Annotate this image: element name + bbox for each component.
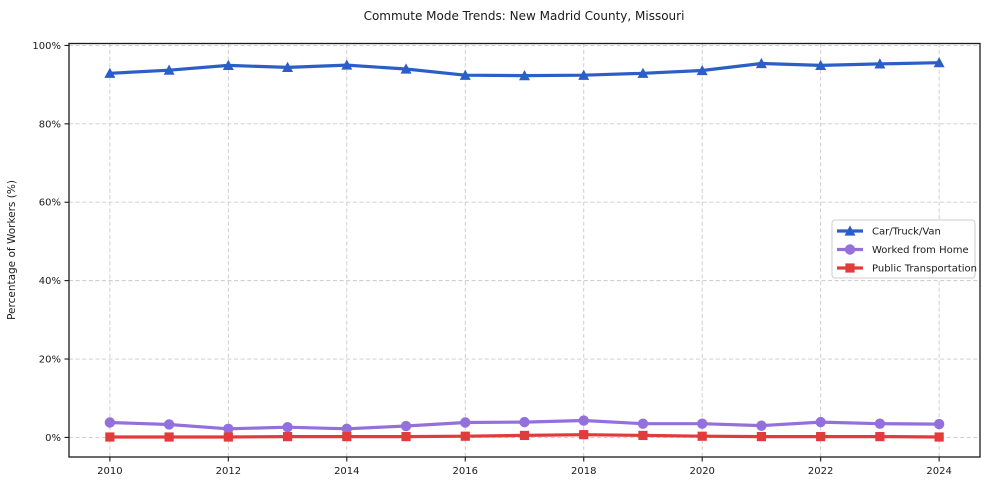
marker-car-truck-van (519, 70, 530, 81)
marker-car-truck-van (874, 58, 886, 69)
marker-worked-from-home (874, 418, 886, 429)
marker-worked-from-home (933, 418, 945, 430)
legend-label: Public Transportation (872, 264, 977, 275)
marker-public-transportation (638, 430, 648, 441)
marker-car-truck-van (637, 67, 649, 78)
x-tick-label: 2020 (689, 466, 714, 477)
marker-worked-from-home (815, 416, 826, 428)
y-tick-label: 80% (39, 119, 61, 130)
legend-swatch-square-icon (845, 263, 855, 273)
x-tick-label: 2024 (926, 466, 951, 477)
marker-car-truck-van (400, 63, 412, 74)
legend-label: Car/Truck/Van (872, 227, 941, 238)
marker-car-truck-van (163, 64, 175, 75)
marker-worked-from-home (519, 416, 530, 428)
legend-swatch-triangle-icon (844, 225, 856, 236)
marker-car-truck-van (755, 57, 767, 69)
marker-public-transportation (816, 432, 826, 442)
y-tick-label: 100% (32, 41, 61, 52)
marker-public-transportation (342, 432, 352, 442)
marker-public-transportation (401, 432, 411, 442)
marker-worked-from-home (696, 418, 708, 429)
legend-label: Worked from Home (872, 245, 969, 256)
marker-public-transportation (519, 430, 530, 441)
y-tick-label: 40% (39, 276, 61, 287)
x-tick-label: 2014 (334, 466, 359, 477)
marker-worked-from-home (756, 420, 767, 431)
plot-area: 0% 20% 40% 60% 80% 100% 2010 2012 2014 2016 2018 20… (32, 41, 981, 477)
legend: Car/Truck/Van Worked from Home Public Tran… (831, 219, 977, 279)
marker-car-truck-van (341, 59, 353, 70)
marker-public-transportation (282, 432, 293, 442)
marker-car-truck-van (222, 59, 234, 71)
marker-car-truck-van (815, 59, 827, 71)
marker-car-truck-van (282, 61, 294, 73)
marker-public-transportation (875, 432, 885, 442)
marker-worked-from-home (104, 417, 116, 428)
marker-worked-from-home (341, 423, 353, 434)
plot-border (68, 42, 981, 458)
marker-worked-from-home (163, 419, 175, 430)
marker-car-truck-van (459, 69, 471, 80)
y-axis-label: Percentage of Workers (%) (6, 180, 18, 320)
x-tick-label: 2010 (97, 466, 122, 477)
marker-car-truck-van (933, 57, 945, 68)
marker-public-transportation (579, 430, 589, 440)
y-tick-label: 20% (39, 355, 61, 366)
y-tick-label: 0% (45, 433, 61, 444)
marker-public-transportation (164, 432, 174, 442)
marker-worked-from-home (637, 418, 649, 429)
marker-worked-from-home (282, 422, 293, 433)
legend-entry: Public Transportation (837, 263, 977, 275)
y-tick-label: 60% (39, 198, 61, 209)
legend-entry: Worked from Home (837, 244, 969, 256)
marker-car-truck-van (104, 67, 116, 78)
marker-car-truck-van (696, 64, 708, 76)
x-tick-label: 2012 (216, 466, 241, 477)
x-tick-label: 2018 (571, 466, 596, 477)
marker-worked-from-home (223, 423, 234, 434)
marker-public-transportation (934, 432, 944, 442)
legend-entry: Car/Truck/Van (837, 225, 941, 238)
marker-car-truck-van (578, 69, 590, 80)
marker-public-transportation (756, 432, 767, 442)
marker-public-transportation (223, 432, 233, 442)
marker-worked-from-home (400, 420, 412, 432)
x-tick-label: 2016 (453, 466, 478, 477)
legend-swatch-circle-icon (844, 244, 856, 255)
chart-title: Commute Mode Trends: New Madrid County, … (364, 9, 685, 23)
marker-public-transportation (697, 431, 707, 441)
marker-public-transportation (460, 431, 470, 441)
marker-public-transportation (105, 432, 115, 442)
legend-box (831, 219, 976, 279)
x-tick-label: 2022 (808, 466, 833, 477)
marker-worked-from-home (578, 415, 589, 426)
marker-worked-from-home (460, 417, 471, 428)
